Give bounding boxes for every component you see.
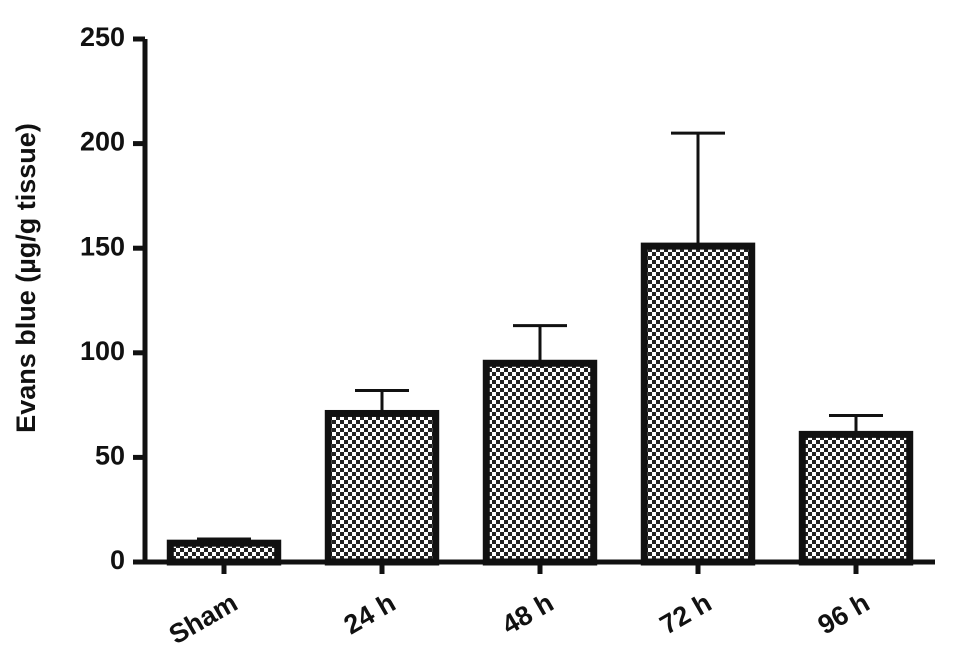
error-bar	[355, 388, 409, 414]
y-tick-label: 200	[80, 127, 125, 157]
y-tick-label: 150	[80, 231, 125, 261]
bar	[324, 409, 440, 566]
bar	[640, 242, 756, 566]
y-tick-label: 250	[80, 22, 125, 52]
y-tick-label: 100	[80, 336, 125, 366]
y-tick-label: 0	[110, 545, 125, 575]
x-tick-label: 24 h	[339, 587, 401, 640]
y-axis-label: Evans blue (µg/g tissue)	[11, 123, 41, 433]
bar	[482, 359, 598, 566]
x-tick-label: 48 h	[497, 587, 559, 640]
x-tick-label: Sham	[164, 587, 243, 650]
x-tick-label: 96 h	[813, 587, 875, 640]
error-bar	[671, 131, 725, 247]
y-tick-label: 50	[95, 441, 125, 471]
bar	[798, 430, 914, 566]
x-tick-label: 72 h	[655, 587, 717, 640]
error-bar	[513, 324, 567, 364]
bar	[166, 539, 282, 566]
